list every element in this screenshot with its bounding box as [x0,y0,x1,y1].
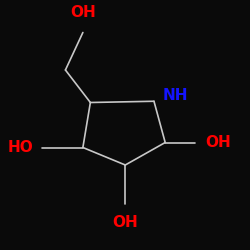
Text: OH: OH [205,135,231,150]
Text: OH: OH [112,215,138,230]
Text: HO: HO [7,140,33,155]
Text: NH: NH [163,88,188,102]
Text: OH: OH [70,5,96,20]
